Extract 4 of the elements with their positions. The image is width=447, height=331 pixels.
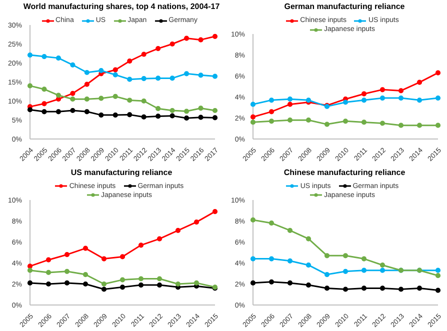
chart-title: Chinese manufacturing reliance [282,166,406,179]
chart-title: German manufacturing reliance [283,1,406,13]
chart-title: US manufacturing reliance [70,166,174,179]
chart-title: World manufacturing shares, top 4 nations, 2004-17 [22,1,221,13]
